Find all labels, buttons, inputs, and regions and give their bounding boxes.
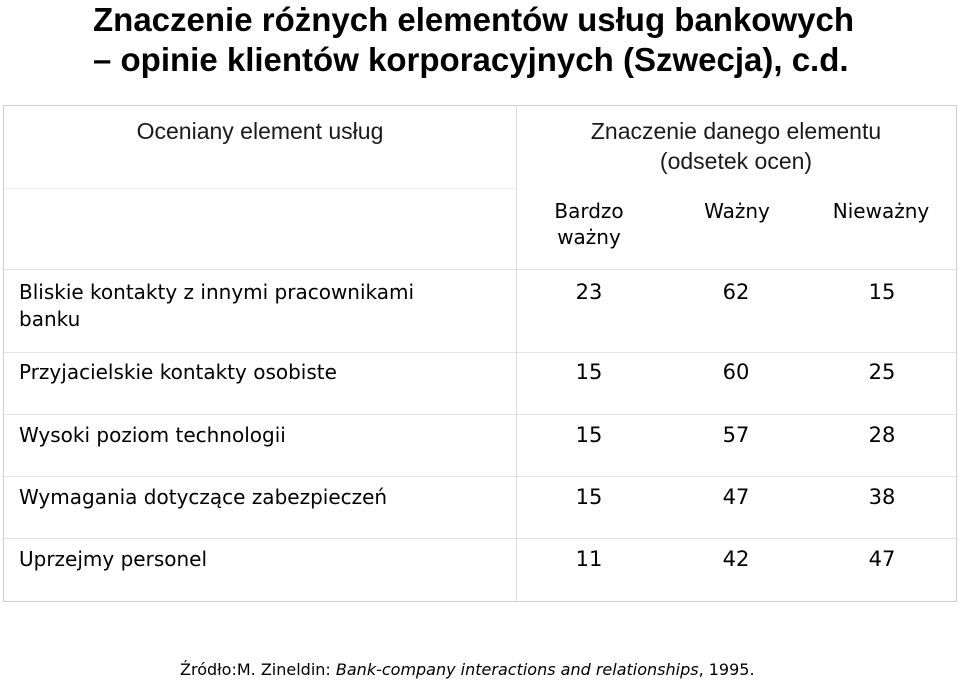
header-right-line-2: (odsetek ocen): [659, 148, 813, 174]
row-1-label-line-2: banku: [19, 307, 81, 331]
row-3-value-niewazny: 28: [868, 423, 896, 447]
row-2-value-wazny: 60: [722, 360, 750, 384]
divider-header: [4, 188, 516, 189]
row-3-label: Wysoki poziom technologii: [19, 423, 286, 447]
divider-row-3: [4, 414, 956, 415]
source-work: Bank-company interactions and relationsh…: [335, 660, 699, 679]
row-4-label: Wymagania dotyczące zabezpieczeń: [19, 485, 388, 509]
header-right: Znaczenie danego elementu (odsetek ocen): [516, 116, 956, 176]
row-2-value-niewazny: 25: [868, 360, 896, 384]
subheader-niewazny: Nieważny: [832, 199, 930, 223]
divider-row-2: [4, 352, 956, 353]
row-5-value-wazny: 42: [722, 547, 750, 571]
divider-row-1: [4, 269, 956, 270]
source-citation: Źródło:M. Zineldin: Bank-company interac…: [180, 660, 755, 680]
subheader-bardzo-wazny: Bardzo ważny: [539, 198, 639, 250]
row-1-value-bardzo: 23: [575, 280, 603, 304]
title-line-2: – opinie klientów korporacyjnych (Szwecj…: [93, 41, 849, 78]
divider-row-5: [4, 538, 956, 539]
row-2-label: Przyjacielskie kontakty osobiste: [19, 360, 337, 384]
source-prefix: Źródło:M. Zineldin:: [180, 660, 336, 679]
row-5-value-bardzo: 11: [575, 547, 603, 571]
title-line-1: Znaczenie różnych elementów usług bankow…: [93, 1, 854, 38]
source-suffix: , 1995.: [698, 660, 755, 679]
header-left: Oceniany element usług: [136, 118, 384, 144]
row-2-value-bardzo: 15: [575, 360, 603, 384]
row-1-value-wazny: 62: [722, 280, 750, 304]
row-5-label: Uprzejmy personel: [19, 547, 208, 571]
row-1-value-niewazny: 15: [868, 280, 896, 304]
row-1-label-line-1: Bliskie kontakty z innymi pracownikami: [19, 280, 415, 304]
header-right-line-1: Znaczenie danego elementu: [590, 118, 882, 144]
row-5-value-niewazny: 47: [868, 547, 896, 571]
row-4-value-wazny: 47: [722, 485, 750, 509]
row-4-value-niewazny: 38: [868, 485, 896, 509]
subheader-bardzo-line-1: Bardzo: [554, 199, 624, 223]
row-3-value-wazny: 57: [722, 423, 750, 447]
data-table: Oceniany element usług Znaczenie danego …: [3, 105, 957, 602]
divider-col-main: [516, 106, 517, 601]
divider-row-4: [4, 476, 956, 477]
table-row-label: Bliskie kontakty z innymi pracownikami b…: [19, 279, 414, 333]
subheader-wazny: Ważny: [704, 199, 770, 223]
subheader-bardzo-line-2: ważny: [557, 225, 621, 249]
row-4-value-bardzo: 15: [575, 485, 603, 509]
row-3-value-bardzo: 15: [575, 423, 603, 447]
page-title: Znaczenie różnych elementów usług bankow…: [93, 0, 953, 80]
